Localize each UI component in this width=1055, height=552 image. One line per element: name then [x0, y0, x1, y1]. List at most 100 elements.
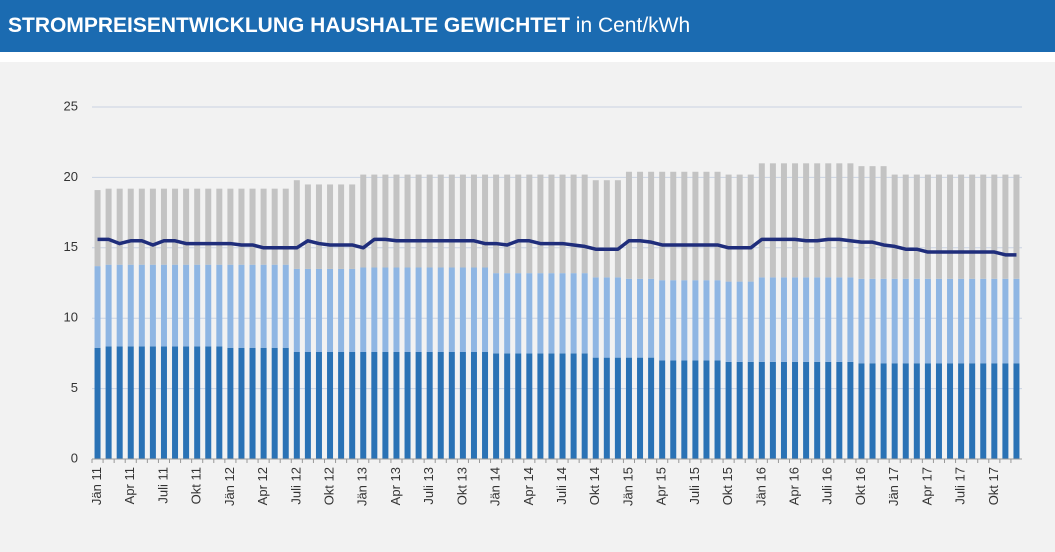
bar-segment — [260, 264, 267, 348]
bar-segment — [227, 347, 234, 459]
bar-segment — [736, 281, 743, 362]
bar-segment — [736, 361, 743, 459]
bar-segment — [559, 174, 566, 274]
bar-segment — [459, 351, 466, 459]
bar-segment — [913, 363, 920, 459]
bar-segment — [1013, 363, 1020, 459]
bar-segment — [581, 353, 588, 459]
bar-segment — [138, 346, 145, 459]
x-tick-label: Jän 12 — [222, 467, 237, 506]
bar-segment — [315, 184, 322, 269]
bar-segment — [681, 171, 688, 281]
bar-segment — [393, 351, 400, 459]
bar-segment — [448, 267, 455, 352]
bar-segment — [592, 180, 599, 278]
bar-segment — [692, 360, 699, 459]
bar-segment — [327, 184, 334, 269]
bar-segment — [349, 351, 356, 459]
x-tick-label: Okt 12 — [321, 467, 336, 505]
bar-segment — [382, 267, 389, 352]
bar-segment — [891, 363, 898, 459]
bar-segment — [127, 264, 134, 347]
bar-segment — [493, 174, 500, 274]
x-tick-label: Apr 12 — [255, 467, 270, 505]
bar-segment — [160, 264, 167, 347]
bar-segment — [249, 188, 256, 265]
bar-segment — [902, 278, 909, 364]
bar-segment — [172, 346, 179, 459]
bar-segment — [769, 163, 776, 278]
bar-segment — [958, 363, 965, 459]
bar-segment — [614, 180, 621, 278]
bar-segment — [526, 273, 533, 354]
bar-segment — [637, 357, 644, 459]
bar-segment — [282, 347, 289, 459]
y-tick-label: 25 — [64, 98, 78, 113]
bar-segment — [116, 188, 123, 265]
bar-segment — [205, 346, 212, 459]
bar-segment — [437, 174, 444, 268]
bar-segment — [271, 264, 278, 348]
x-tick-label: Juli 12 — [288, 467, 303, 505]
bar-segment — [769, 277, 776, 362]
bar-segment — [625, 171, 632, 279]
bar-segment — [482, 351, 489, 459]
bar-segment — [149, 264, 156, 347]
bar-segment — [980, 278, 987, 364]
x-tick-label: Juli 11 — [155, 467, 170, 504]
bar-segment — [338, 184, 345, 269]
bar-segment — [792, 277, 799, 362]
bar-segment — [692, 280, 699, 361]
bar-segment — [902, 174, 909, 279]
x-tick-label: Jän 17 — [886, 467, 901, 506]
bar-segment — [924, 278, 931, 364]
bar-segment — [603, 277, 610, 358]
bar-segment — [958, 278, 965, 364]
x-tick-label: Juli 13 — [421, 467, 436, 505]
bar-segment — [614, 277, 621, 358]
bar-segment — [924, 174, 931, 279]
bar-segment — [504, 273, 511, 354]
bar-segment — [238, 188, 245, 265]
x-tick-label: Apr 11 — [122, 467, 137, 504]
bar-segment — [127, 346, 134, 459]
bar-segment — [470, 174, 477, 268]
bar-segment — [991, 174, 998, 279]
bar-segment — [1013, 174, 1020, 279]
bar-segment — [814, 163, 821, 278]
bar-segment — [448, 174, 455, 268]
x-tick-label: Okt 11 — [189, 467, 204, 504]
bar-segment — [648, 357, 655, 459]
bar-segment — [482, 267, 489, 352]
bar-segment — [825, 277, 832, 362]
bar-segment — [935, 174, 942, 279]
bar-segment — [659, 280, 666, 361]
bar-segment — [548, 353, 555, 459]
bar-segment — [415, 267, 422, 352]
bar-segment — [260, 347, 267, 459]
bar-segment — [382, 174, 389, 268]
bar-segment — [404, 267, 411, 352]
bar-segment — [681, 360, 688, 459]
bar-segment — [714, 360, 721, 459]
bar-segment — [393, 174, 400, 268]
x-tick-label: Apr 15 — [654, 467, 669, 505]
x-tick-label: Juli 16 — [820, 467, 835, 505]
bar-segment — [559, 353, 566, 459]
bar-segment — [470, 351, 477, 459]
bar-segment — [138, 188, 145, 265]
bar-segment — [935, 278, 942, 364]
bar-segment — [947, 278, 954, 364]
bar-segment — [260, 188, 267, 265]
bar-segment — [338, 351, 345, 459]
bar-segment — [924, 363, 931, 459]
bar-segment — [1002, 363, 1009, 459]
bar-segment — [504, 353, 511, 459]
bar-segment — [127, 188, 134, 265]
bar-segment — [880, 166, 887, 279]
bar-segment — [625, 357, 632, 459]
bar-segment — [570, 353, 577, 459]
bar-segment — [1013, 278, 1020, 364]
bar-segment — [891, 278, 898, 364]
